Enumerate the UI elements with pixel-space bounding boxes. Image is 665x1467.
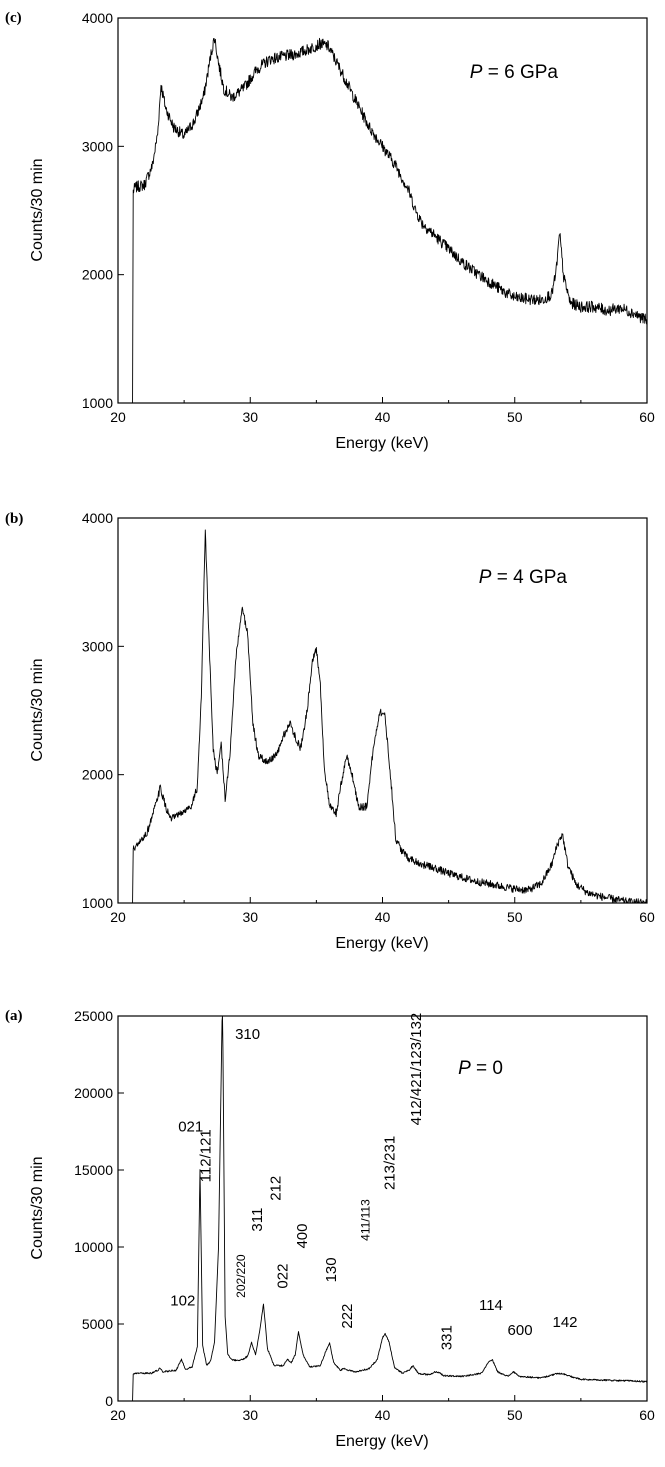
peak-label: 213/231 <box>381 1136 398 1190</box>
pressure-value: = 4 GPa <box>491 567 567 588</box>
peak-label: 022 <box>274 1264 291 1289</box>
x-tick-label: 40 <box>375 1407 391 1423</box>
pressure-symbol: P <box>479 567 492 588</box>
peak-label: 021 <box>178 1119 203 1136</box>
x-tick-label: 40 <box>375 909 391 925</box>
peak-label: 142 <box>552 1314 577 1331</box>
peak-label: 102 <box>170 1293 195 1310</box>
y-tick-label: 3000 <box>82 638 113 654</box>
spectrum-line <box>132 1015 648 1402</box>
panel-tag: (a) <box>5 1008 23 1024</box>
x-axis-title: Energy (keV) <box>335 435 428 452</box>
y-tick-label: 1000 <box>82 895 113 911</box>
pressure-annotation: P = 0 <box>458 1058 503 1079</box>
x-tick-label: 50 <box>507 1407 523 1423</box>
peak-label: 600 <box>508 1322 533 1339</box>
panel-b: (b) 20 30 40 50 60 1000 2000 3000 4000 Counts/30… <box>5 510 655 952</box>
plot-frame <box>117 17 648 404</box>
y-tick-label: 5000 <box>82 1316 113 1332</box>
spectrum-line <box>132 529 648 904</box>
y-tick-label: 3000 <box>82 138 113 154</box>
y-tick-label: 2000 <box>82 267 113 283</box>
y-axis-title: Counts/30 min <box>29 658 46 761</box>
x-tick-label: 20 <box>110 409 126 425</box>
peak-label: 311 <box>249 1208 266 1232</box>
x-tick-label: 30 <box>242 409 258 425</box>
y-tick-label: 15000 <box>74 1162 113 1178</box>
panel-c: (c) 20 30 40 50 60 1000 2000 3000 4000 Counts/30… <box>5 10 655 452</box>
y-tick-label: 1000 <box>82 395 113 411</box>
x-axis-title: Energy (keV) <box>335 935 428 952</box>
x-tick-label: 50 <box>507 909 523 925</box>
x-tick-label: 40 <box>375 409 391 425</box>
y-tick-label: 20000 <box>74 1085 113 1101</box>
peak-label: 114 <box>479 1297 503 1314</box>
x-tick-label: 60 <box>639 409 655 425</box>
x-tick-label: 30 <box>242 1407 258 1423</box>
plot-marks: 20 30 40 50 60 1000 2000 3000 4000 <box>82 10 655 425</box>
x-tick-label: 60 <box>639 909 655 925</box>
peak-label: 331 <box>438 1325 455 1350</box>
x-tick-label: 30 <box>242 909 258 925</box>
y-axis-title: Counts/30 min <box>29 1156 46 1259</box>
peak-label: 400 <box>294 1224 311 1249</box>
pressure-annotation: P = 6 GPa <box>470 62 559 83</box>
y-tick-label: 0 <box>105 1393 113 1409</box>
peak-label: 412/421/123/132 <box>408 1013 425 1126</box>
peak-label: 212 <box>268 1176 285 1201</box>
peak-label: 310 <box>235 1026 260 1043</box>
x-tick-label: 20 <box>110 909 126 925</box>
y-tick-label: 4000 <box>82 10 113 26</box>
pressure-symbol: P <box>458 1058 471 1079</box>
x-tick-label: 20 <box>110 1407 126 1423</box>
x-tick-label: 50 <box>507 409 523 425</box>
y-tick-label: 2000 <box>82 767 113 783</box>
y-tick-label: 25000 <box>74 1008 113 1024</box>
peak-label: 202/220 <box>234 1254 248 1298</box>
spectrum-line <box>132 37 648 404</box>
pressure-value: = 0 <box>471 1058 503 1079</box>
x-tick-label: 60 <box>639 1407 655 1423</box>
plot-frame <box>117 517 648 904</box>
peak-label: 112/121 <box>198 1129 215 1182</box>
y-axis-title: Counts/30 min <box>29 158 46 261</box>
y-tick-label: 10000 <box>74 1239 113 1255</box>
peak-label: 411/113 <box>358 1199 372 1241</box>
pressure-value: = 6 GPa <box>482 62 558 83</box>
pressure-annotation: P = 4 GPa <box>479 567 568 588</box>
plot-marks: 20 30 40 50 60050001000015000200002500010202… <box>74 1008 655 1423</box>
panel-tag: (b) <box>5 511 23 527</box>
panel-a: (a) 20 30 40 50 6005000100001500020000250001… <box>5 1008 655 1450</box>
x-axis-title: Energy (keV) <box>335 1433 428 1450</box>
plot-marks: 20 30 40 50 60 1000 2000 3000 4000 <box>82 510 655 925</box>
pressure-symbol: P <box>470 62 483 83</box>
peak-label: 222 <box>339 1304 356 1329</box>
panel-tag: (c) <box>5 10 22 26</box>
y-tick-label: 4000 <box>82 510 113 526</box>
peak-label: 130 <box>323 1257 340 1282</box>
